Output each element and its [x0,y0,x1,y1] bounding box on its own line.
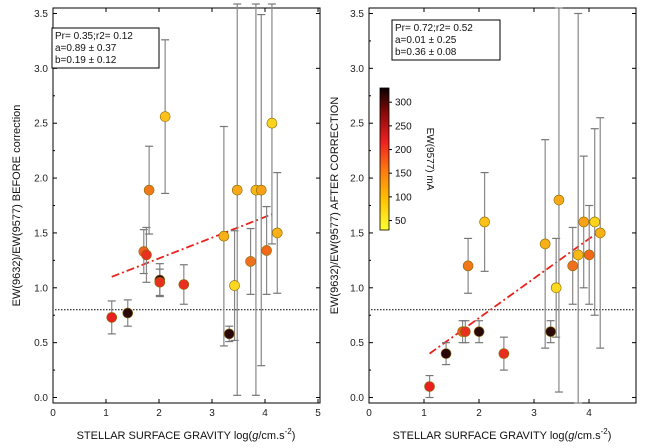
x-axis-title-part: STELLAR SURFACE GRAVITY log( [77,430,253,442]
x-tick-label: 0 [50,408,56,419]
colorbar-tick-label: 300 [395,98,412,109]
colorbar-tick-label: 50 [395,216,407,227]
stats-line: a=0.89 ± 0.37 [55,43,117,54]
data-point [271,227,283,239]
data-point [229,280,240,291]
y-axis-title: EW(9632)/EW(9577) AFTER CORRECTION [329,97,341,315]
colorbar-tick-label: 100 [395,192,412,203]
data-point [178,279,190,290]
colorbar-label: EW(9577) mA [424,128,435,191]
colorbar-tick-label: 200 [395,145,412,156]
y-tick-label: 0.0 [350,393,364,404]
y-tick-label: 2.0 [350,174,364,185]
y-tick-label: 1.0 [350,283,364,294]
y-tick-label: 3.0 [34,64,48,75]
stats-line: Pr= 0.35;r2= 0.12 [55,31,133,42]
x-tick-label: 3 [209,408,215,419]
data-point [106,312,118,323]
x-tick-label: 5 [315,408,321,419]
x-axis-title-superscript: -2 [285,427,293,436]
data-point [223,328,235,340]
y-tick-label: 1.5 [350,228,364,239]
y-tick-label: 1.0 [34,283,48,294]
stats-box [51,27,160,69]
y-tick-label: 0.5 [34,338,48,349]
y-tick-label: 0.5 [350,338,364,349]
x-axis-title-part: STELLAR SURFACE GRAVITY log( [393,430,569,442]
y-axis-title: EW(9632)/EW(9577) BEFORE correction [11,105,23,307]
x-axis-title: STELLAR SURFACE GRAVITY log(g/cm.s-2) [393,427,612,442]
x-axis-title: STELLAR SURFACE GRAVITY log(g/cm.s-2) [77,427,296,442]
y-tick-label: 1.5 [34,228,48,239]
data-point [460,326,471,337]
x-tick-label: 4 [586,408,592,419]
data-point [550,282,562,294]
stats-box [391,19,501,61]
x-tick-label: 0 [366,408,372,419]
data-point [231,184,243,196]
x-tick-label: 1 [103,408,109,419]
y-tick-label: 3.0 [350,64,364,75]
data-point [578,216,590,228]
x-tick-label: 3 [531,408,537,419]
fit-line [111,213,273,278]
data-point [589,216,601,228]
data-point [572,249,584,261]
x-tick-label: 1 [421,408,427,419]
data-point [473,326,485,337]
data-point [261,245,272,256]
x-axis-title-part: g [252,430,259,442]
data-point [141,249,152,261]
data-point [143,184,155,196]
data-point [440,348,452,359]
stats-line: Pr= 0.72;r2= 0.52 [395,23,473,34]
data-point [539,238,551,250]
data-point [567,260,578,272]
data-point [255,184,267,196]
data-point [583,249,595,261]
y-tick-label: 2.0 [34,174,48,185]
data-point [462,260,474,272]
chart-panel-2: 0.0 0.5 1.0 1.5 2.0 2.5 3.0 3.5 0 1 2 3 4 Pr= 0.72;r2… [329,7,637,442]
y-tick-label: 3.5 [350,9,364,20]
x-tick-label: 2 [476,408,482,419]
y-tick-label: 0.0 [34,393,48,404]
x-axis-title-part: ) [292,430,296,442]
data-point [218,230,230,242]
data-point [424,381,435,392]
data-point [159,111,171,122]
plot-frame [368,7,637,404]
x-axis-title-part: /cm.s [258,430,285,442]
y-tick-label: 3.5 [34,9,48,20]
data-point [545,326,556,337]
data-point [594,227,606,239]
stats-line: b=0.19 ± 0.12 [55,55,117,66]
colorbar-tick-label: 250 [395,121,412,132]
data-point [553,194,565,206]
y-tick-label: 2.5 [350,119,364,130]
x-axis-title-part: /cm.s [574,430,601,442]
colorbar [379,87,390,231]
data-point [498,348,510,359]
data-point [122,307,134,319]
data-point [479,216,490,228]
data-point [266,117,278,129]
data-point [154,277,166,288]
data-point [245,256,256,267]
x-axis-title-superscript: -2 [601,427,609,436]
colorbar-tick-label: 150 [395,169,412,180]
stats-line: a=0.01 ± 0.25 [395,35,457,46]
chart-panel-1: 0.0 0.5 1.0 1.5 2.0 2.5 3.0 3.5 0 1 2 3 4 5 Pr= 0.35;r… [11,3,321,442]
fit-line [429,230,601,355]
x-axis-title-part: g [568,430,575,442]
x-tick-label: 4 [262,408,268,419]
y-tick-label: 2.5 [34,119,48,130]
x-axis-title-part: ) [608,430,612,442]
x-tick-label: 2 [156,408,162,419]
stats-line: b=0.36 ± 0.08 [395,47,457,58]
